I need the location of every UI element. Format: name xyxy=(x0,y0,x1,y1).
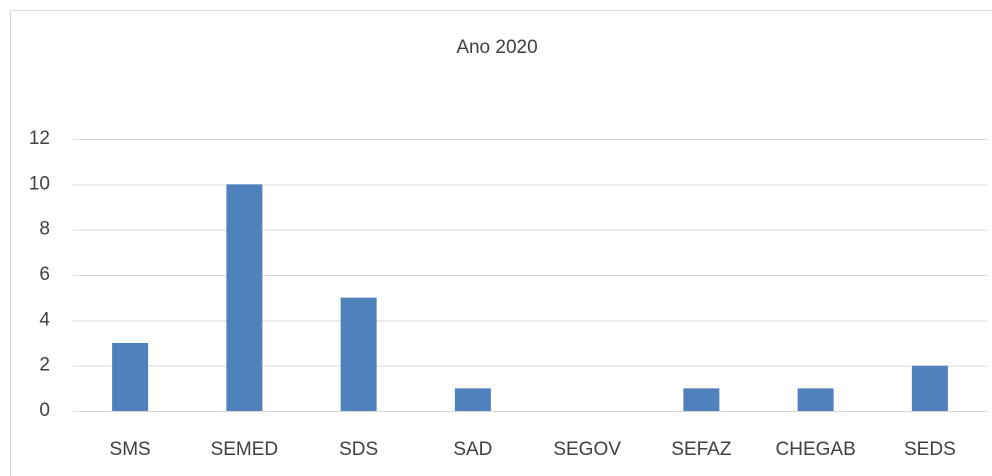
y-tick-label: 2 xyxy=(39,355,50,376)
y-tick-label: 6 xyxy=(39,264,50,285)
bar xyxy=(454,388,491,411)
x-tick-label: SEDS xyxy=(904,439,956,460)
y-tick-label: 0 xyxy=(39,400,50,421)
x-tick-label: SEMED xyxy=(211,439,279,460)
chart-title: Ano 2020 xyxy=(456,37,537,58)
bar xyxy=(683,388,720,411)
x-tick-label: SEFAZ xyxy=(671,439,732,460)
x-tick-label: CHEGAB xyxy=(776,439,856,460)
bar xyxy=(340,297,377,411)
bar xyxy=(112,343,149,411)
bar xyxy=(226,184,263,411)
bar xyxy=(911,365,948,411)
x-tick-label: SMS xyxy=(110,439,151,460)
x-tick-label: SEGOV xyxy=(553,439,621,460)
y-tick-label: 10 xyxy=(29,173,50,194)
x-tick-label: SAD xyxy=(453,439,492,460)
y-tick-label: 4 xyxy=(39,309,50,330)
bar xyxy=(797,388,834,411)
y-tick-label: 8 xyxy=(39,219,50,240)
chart-frame xyxy=(10,10,992,476)
x-tick-label: SDS xyxy=(339,439,378,460)
y-tick-label: 12 xyxy=(29,128,50,149)
